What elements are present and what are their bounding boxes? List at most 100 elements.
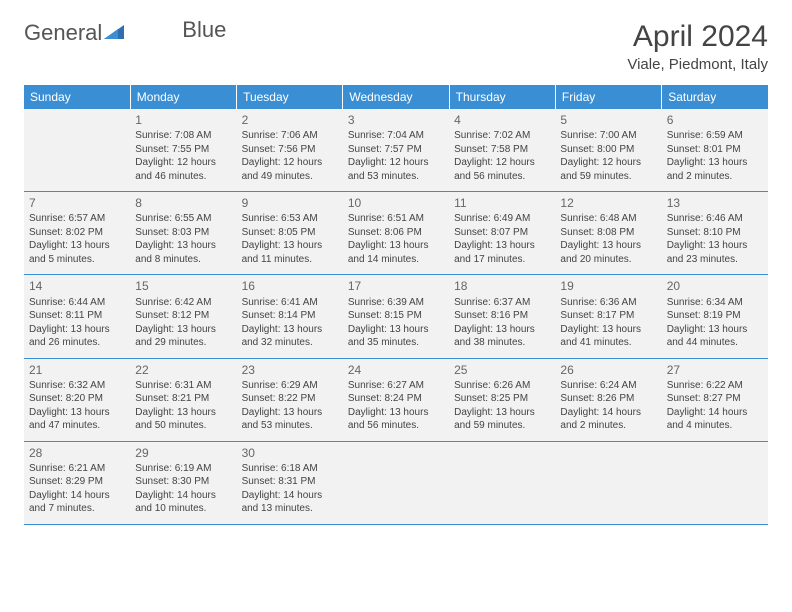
- calendar-week-row: 21Sunrise: 6:32 AMSunset: 8:20 PMDayligh…: [24, 358, 768, 441]
- sunrise-text: Sunrise: 6:59 AM: [667, 129, 763, 143]
- calendar-day-cell: 8Sunrise: 6:55 AMSunset: 8:03 PMDaylight…: [130, 192, 236, 275]
- calendar-day-cell: 1Sunrise: 7:08 AMSunset: 7:55 PMDaylight…: [130, 109, 236, 192]
- day-number: 21: [29, 362, 125, 378]
- sunrise-text: Sunrise: 6:48 AM: [560, 212, 656, 226]
- daylight-text: Daylight: 13 hours and 11 minutes.: [242, 239, 338, 266]
- calendar-week-row: 14 Sunrise: 6:44 AMSunset: 8:11 PM Dayligh…: [24, 275, 768, 358]
- day-number: 27: [667, 362, 763, 378]
- daylight-text: Daylight: 13 hours and 8 minutes.: [135, 239, 231, 266]
- calendar-day-cell: 7Sunrise: 6:57 AMSunset: 8:02 PMDaylight…: [24, 192, 130, 275]
- daylight-text: Daylight: 12 hours and 56 minutes.: [454, 156, 550, 183]
- sunset-text: Sunset: 8:26 PM: [560, 392, 656, 406]
- daylight-text: Daylight: 14 hours and 7 minutes.: [29, 489, 125, 516]
- sunset-text: Sunset: 8:07 PM: [454, 226, 550, 240]
- daylight-text: Daylight: 14 hours and 4 minutes.: [667, 406, 763, 433]
- day-number: 10: [348, 195, 444, 211]
- sunset-text: Sunset: 8:08 PM: [560, 226, 656, 240]
- day-number: 9: [242, 195, 338, 211]
- calendar-week-row: 1Sunrise: 7:08 AMSunset: 7:55 PMDaylight…: [24, 109, 768, 192]
- sunset-text: Sunset: 8:16 PM: [454, 309, 550, 323]
- sunset-text: Sunset: 8:25 PM: [454, 392, 550, 406]
- sunset-text: Sunset: 8:05 PM: [242, 226, 338, 240]
- calendar-day-cell: 22Sunrise: 6:31 AMSunset: 8:21 PMDayligh…: [130, 358, 236, 441]
- header: General Blue April 2024 Viale, Piedmont,…: [24, 20, 768, 73]
- sunset-text: Sunset: 8:00 PM: [560, 143, 656, 157]
- calendar-day-cell: 3Sunrise: 7:04 AMSunset: 7:57 PMDaylight…: [343, 109, 449, 192]
- sunset-text: Sunset: 8:20 PM: [29, 392, 125, 406]
- day-number: 2: [242, 112, 338, 128]
- calendar-day-cell: 26Sunrise: 6:24 AMSunset: 8:26 PMDayligh…: [555, 358, 661, 441]
- calendar-day-cell: 14Sunrise: 6:44 AMSunset: 8:11 PMDayligh…: [24, 275, 130, 358]
- sunset-text: Sunset: 8:30 PM: [135, 475, 231, 489]
- daylight-text: Daylight: 13 hours and 20 minutes.: [560, 239, 656, 266]
- calendar-table: SundayMondayTuesdayWednesdayThursdayFrid…: [24, 85, 768, 525]
- dow-header: Monday: [130, 85, 236, 109]
- daylight-text: Daylight: 13 hours and 5 minutes.: [29, 239, 125, 266]
- daylight-text: Daylight: 13 hours and 41 minutes.: [560, 323, 656, 350]
- sunrise-text: Sunrise: 6:51 AM: [348, 212, 444, 226]
- day-number: 30: [242, 445, 338, 461]
- sunset-text: Sunset: 7:56 PM: [242, 143, 338, 157]
- sunrise-text: Sunrise: 7:02 AM: [454, 129, 550, 143]
- page-title: April 2024: [627, 20, 768, 54]
- sunrise-text: Sunrise: 6:37 AM: [454, 296, 550, 310]
- daylight-text: Daylight: 13 hours and 53 minutes.: [242, 406, 338, 433]
- daylight-text: Daylight: 13 hours and 32 minutes.: [242, 323, 338, 350]
- calendar-day-cell: 5Sunrise: 7:00 AMSunset: 8:00 PMDaylight…: [555, 109, 661, 192]
- calendar-day-cell: 24Sunrise: 6:27 AMSunset: 8:24 PMDayligh…: [343, 358, 449, 441]
- calendar-day-cell: 12Sunrise: 6:48 AMSunset: 8:08 PMDayligh…: [555, 192, 661, 275]
- location-text: Viale, Piedmont, Italy: [627, 56, 768, 73]
- day-number: 12: [560, 195, 656, 211]
- calendar-day-cell: 19Sunrise: 6:36 AMSunset: 8:17 PMDayligh…: [555, 275, 661, 358]
- daylight-text: Daylight: 13 hours and 50 minutes.: [135, 406, 231, 433]
- daylight-text: Daylight: 13 hours and 38 minutes.: [454, 323, 550, 350]
- sunrise-text: Sunrise: 6:31 AM: [135, 379, 231, 393]
- daylight-text: Daylight: 12 hours and 49 minutes.: [242, 156, 338, 183]
- dow-header: Saturday: [662, 85, 768, 109]
- sunset-text: Sunset: 7:58 PM: [454, 143, 550, 157]
- daylight-text: Daylight: 13 hours and 14 minutes.: [348, 239, 444, 266]
- day-number: 15: [135, 278, 231, 294]
- daylight-text: Daylight: 13 hours and 2 minutes.: [667, 156, 763, 183]
- sunrise-text: Sunrise: 6:27 AM: [348, 379, 444, 393]
- sunrise-text: Sunrise: 6:18 AM: [242, 462, 338, 476]
- day-number: 14: [29, 278, 125, 294]
- dow-header: Friday: [555, 85, 661, 109]
- calendar-week-row: 7Sunrise: 6:57 AMSunset: 8:02 PMDaylight…: [24, 192, 768, 275]
- sunrise-text: Sunrise: 6:24 AM: [560, 379, 656, 393]
- sunrise-text: Sunrise: 6:42 AM: [135, 296, 231, 310]
- daylight-text: Daylight: 13 hours and 47 minutes.: [29, 406, 125, 433]
- sunset-text: Sunset: 8:15 PM: [348, 309, 444, 323]
- sunrise-text: Sunrise: 7:06 AM: [242, 129, 338, 143]
- sunset-text: Sunset: 8:31 PM: [242, 475, 338, 489]
- calendar-day-cell: 18Sunrise: 6:37 AMSunset: 8:16 PMDayligh…: [449, 275, 555, 358]
- daylight-text: Daylight: 12 hours and 53 minutes.: [348, 156, 444, 183]
- dow-header: Tuesday: [237, 85, 343, 109]
- sunrise-text: Sunrise: 7:08 AM: [135, 129, 231, 143]
- calendar-empty-cell: [449, 441, 555, 524]
- sunset-text: Sunset: 8:19 PM: [667, 309, 763, 323]
- sunset-text: Sunset: 8:22 PM: [242, 392, 338, 406]
- sunrise-text: Sunrise: 6:57 AM: [29, 212, 125, 226]
- calendar-day-cell: 17Sunrise: 6:39 AMSunset: 8:15 PMDayligh…: [343, 275, 449, 358]
- sunset-text: Sunset: 8:24 PM: [348, 392, 444, 406]
- calendar-day-cell: 16Sunrise: 6:41 AMSunset: 8:14 PMDayligh…: [237, 275, 343, 358]
- sunrise-text: Sunrise: 6:53 AM: [242, 212, 338, 226]
- day-number: 11: [454, 195, 550, 211]
- sunrise-text: Sunrise: 6:32 AM: [29, 379, 125, 393]
- sunset-text: Sunset: 8:11 PM: [29, 309, 125, 323]
- sunset-text: Sunset: 8:01 PM: [667, 143, 763, 157]
- daylight-text: Daylight: 13 hours and 44 minutes.: [667, 323, 763, 350]
- sunrise-text: Sunrise: 6:44 AM: [29, 296, 125, 310]
- sunrise-text: Sunrise: 6:55 AM: [135, 212, 231, 226]
- dow-header: Wednesday: [343, 85, 449, 109]
- daylight-text: Daylight: 14 hours and 2 minutes.: [560, 406, 656, 433]
- sunrise-text: Sunrise: 6:34 AM: [667, 296, 763, 310]
- sunrise-text: Sunrise: 6:36 AM: [560, 296, 656, 310]
- calendar-day-cell: 6Sunrise: 6:59 AMSunset: 8:01 PMDaylight…: [662, 109, 768, 192]
- calendar-empty-cell: [555, 441, 661, 524]
- calendar-body: 1Sunrise: 7:08 AMSunset: 7:55 PMDaylight…: [24, 109, 768, 524]
- sunrise-text: Sunrise: 6:49 AM: [454, 212, 550, 226]
- day-number: 3: [348, 112, 444, 128]
- day-number: 5: [560, 112, 656, 128]
